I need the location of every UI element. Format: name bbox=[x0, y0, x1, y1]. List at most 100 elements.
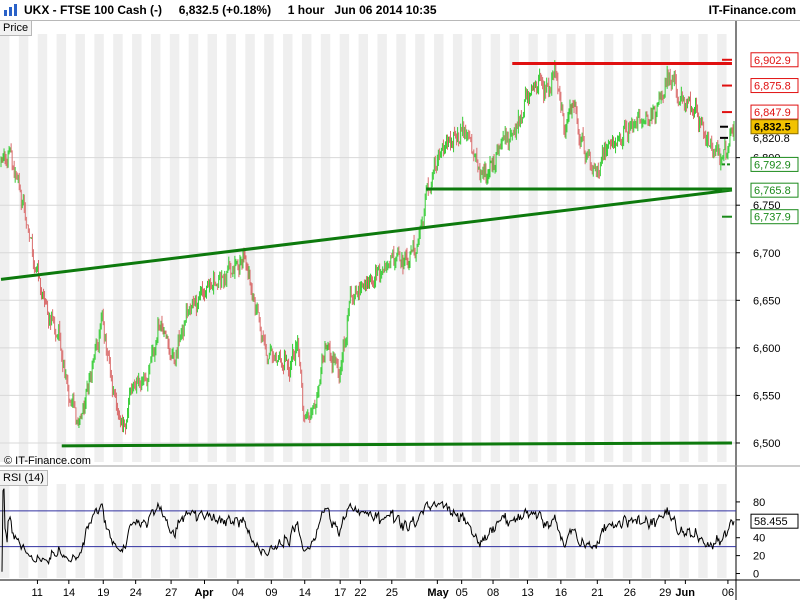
day-stripe bbox=[132, 34, 142, 462]
chart-header: UKX - FTSE 100 Cash (-) 6,832.5 (+0.18%)… bbox=[0, 0, 800, 21]
day-stripe bbox=[622, 34, 633, 462]
rsi-axis[interactable]: 02040608058.455 bbox=[736, 497, 799, 581]
day-stripe bbox=[434, 34, 444, 462]
date-tick-label: 29 bbox=[659, 587, 671, 599]
rsi-panel-label[interactable]: RSI (14) bbox=[0, 470, 48, 486]
current-price-label: 6,832.5 bbox=[754, 122, 791, 134]
date-tick-label: 09 bbox=[265, 587, 277, 599]
date-tick-label: 19 bbox=[97, 587, 109, 599]
date-tick-label: 16 bbox=[555, 587, 567, 599]
price-tick-label: 6,550 bbox=[753, 390, 781, 402]
day-stripe bbox=[188, 34, 199, 462]
copyright-text: © IT-Finance.com bbox=[4, 455, 91, 467]
day-stripe bbox=[56, 34, 67, 462]
day-stripe bbox=[528, 34, 538, 462]
rsi-line bbox=[1, 488, 735, 572]
day-stripe bbox=[113, 484, 123, 578]
day-stripe bbox=[415, 34, 425, 462]
day-stripe bbox=[641, 484, 652, 578]
rsi-value-box bbox=[750, 513, 799, 529]
day-stripe bbox=[75, 484, 85, 578]
day-stripe bbox=[150, 484, 161, 578]
day-stripe bbox=[452, 34, 463, 462]
day-stripe bbox=[585, 34, 595, 462]
day-stripe bbox=[585, 484, 595, 578]
day-stripe bbox=[301, 484, 312, 578]
day-stripe bbox=[226, 34, 236, 462]
day-stripe bbox=[37, 484, 48, 578]
day-stripe bbox=[94, 484, 104, 578]
day-stripe bbox=[207, 34, 218, 462]
day-stripe bbox=[396, 34, 406, 462]
day-stripe bbox=[301, 34, 312, 462]
day-stripe bbox=[132, 484, 142, 578]
day-stripe bbox=[717, 484, 727, 578]
price-level-label: 6,792.9 bbox=[754, 159, 791, 171]
day-stripe bbox=[528, 484, 538, 578]
day-stripe bbox=[547, 484, 557, 578]
rsi-tick-label: 40 bbox=[753, 533, 765, 545]
day-stripe bbox=[283, 484, 293, 578]
rsi-tick-label: 0 bbox=[753, 569, 759, 581]
day-stripe bbox=[18, 484, 29, 578]
date-tick-label: 22 bbox=[354, 587, 366, 599]
price-axis[interactable]: 6,5006,5506,6006,6506,7006,7506,8006,902… bbox=[0, 20, 800, 600]
day-stripe bbox=[547, 34, 557, 462]
day-stripe bbox=[660, 484, 670, 578]
day-stripe bbox=[226, 484, 236, 578]
trend-lines bbox=[0, 61, 733, 448]
price-tick-label: 6,750 bbox=[753, 200, 781, 212]
price-level-box bbox=[750, 182, 799, 198]
day-stripe bbox=[283, 34, 293, 462]
bottom-support[interactable] bbox=[61, 441, 732, 448]
date-tick-label: 04 bbox=[232, 587, 244, 599]
price-tick-label: 6,600 bbox=[753, 343, 781, 355]
day-stripe bbox=[566, 34, 576, 462]
day-stripe bbox=[358, 484, 368, 578]
day-stripe bbox=[339, 34, 350, 462]
day-stripe bbox=[358, 34, 368, 462]
rising-trendline[interactable] bbox=[0, 188, 733, 281]
date-tick-label: May bbox=[427, 587, 449, 599]
day-stripe bbox=[169, 484, 180, 578]
day-stripe bbox=[264, 484, 274, 578]
date-tick-label: 11 bbox=[31, 587, 42, 599]
date-tick-label: 14 bbox=[63, 587, 75, 599]
date-stripes bbox=[0, 34, 736, 578]
instrument-title: UKX - FTSE 100 Cash (-) 6,832.5 (+0.18%)… bbox=[24, 3, 437, 17]
price-level-label: 6,820.8 bbox=[753, 133, 790, 145]
day-stripe bbox=[0, 34, 10, 462]
price-level-label: 6,902.9 bbox=[754, 55, 791, 67]
day-stripe bbox=[18, 34, 29, 462]
day-stripe bbox=[660, 34, 670, 462]
day-stripe bbox=[37, 34, 48, 462]
rsi-panel bbox=[0, 488, 736, 572]
date-tick-label: Jun bbox=[675, 587, 695, 599]
day-stripe bbox=[679, 34, 689, 462]
date-tick-label: 27 bbox=[165, 587, 177, 599]
day-stripe bbox=[150, 34, 161, 462]
brand-name[interactable]: IT-Finance.com bbox=[708, 3, 796, 17]
price-level-label: 6,847.9 bbox=[754, 107, 791, 119]
date-axis[interactable]: 11 14 19 24 27 Apr 04 09 14 17 22 25 May 05 08 13 16 21 26… bbox=[0, 579, 800, 599]
price-tick-label: 6,650 bbox=[753, 295, 781, 307]
current-price-badge bbox=[750, 119, 799, 135]
day-stripe bbox=[415, 484, 425, 578]
date-tick-label: 25 bbox=[386, 587, 398, 599]
rsi-tick-label: 80 bbox=[753, 497, 765, 509]
day-stripe bbox=[717, 34, 727, 462]
price-level-box bbox=[750, 156, 799, 172]
day-stripe bbox=[94, 34, 104, 462]
price-level-box bbox=[750, 52, 799, 68]
day-stripe bbox=[75, 34, 85, 462]
day-stripe bbox=[377, 484, 387, 578]
price-level-label: 6,737.9 bbox=[754, 212, 791, 224]
date-tick-label: 06 bbox=[722, 587, 734, 599]
date-tick-label: 24 bbox=[130, 587, 142, 599]
price-level-box bbox=[750, 104, 799, 120]
day-stripe bbox=[188, 484, 199, 578]
day-stripe bbox=[377, 34, 387, 462]
day-stripe bbox=[471, 484, 482, 578]
price-panel-label[interactable]: Price bbox=[0, 20, 33, 36]
